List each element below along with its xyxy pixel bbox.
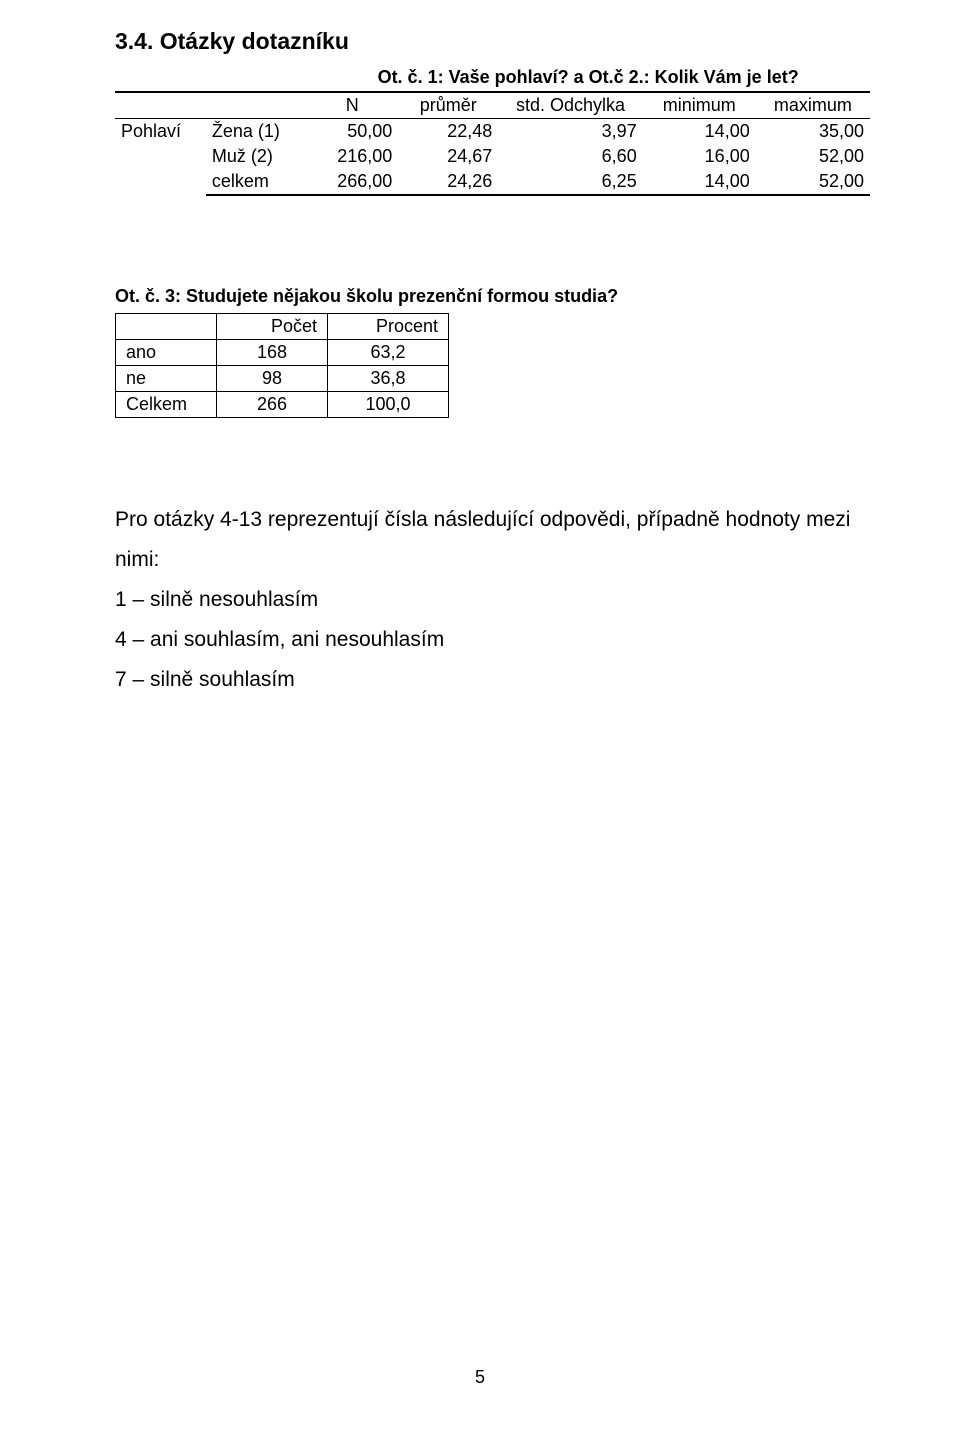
th-count: Počet [217, 314, 328, 340]
cell: 24,67 [398, 144, 498, 169]
cell: 35,00 [756, 119, 870, 145]
para-line: Pro otázky 4-13 reprezentují čísla násle… [115, 500, 870, 580]
cell: 266 [217, 392, 328, 418]
th-max: maximum [756, 92, 870, 119]
row-label: celkem [206, 169, 306, 195]
row-label: ne [116, 366, 217, 392]
page-number: 5 [0, 1367, 960, 1388]
row-label: Muž (2) [206, 144, 306, 169]
para-line: 4 – ani souhlasím, ani nesouhlasím [115, 620, 870, 660]
cell: 98 [217, 366, 328, 392]
group-label: Pohlaví [115, 119, 206, 196]
table1-title: Ot. č. 1: Vaše pohlaví? a Ot.č 2.: Kolik… [306, 65, 870, 92]
th-n: N [306, 92, 398, 119]
cell: 168 [217, 340, 328, 366]
table-row: Pohlaví Žena (1) 50,00 22,48 3,97 14,00 … [115, 119, 870, 145]
explanation-paragraph: Pro otázky 4-13 reprezentují čísla násle… [115, 500, 870, 699]
table-q3: Počet Procent ano 168 63,2 ne 98 36,8 Ce… [115, 313, 449, 418]
cell: 3,97 [498, 119, 642, 145]
cell: 16,00 [643, 144, 756, 169]
cell: 14,00 [643, 169, 756, 195]
cell: 50,00 [306, 119, 398, 145]
cell: 36,8 [328, 366, 449, 392]
th-sd: std. Odchylka [498, 92, 642, 119]
cell: 14,00 [643, 119, 756, 145]
cell: 216,00 [306, 144, 398, 169]
th-min: minimum [643, 92, 756, 119]
para-line: 1 – silně nesouhlasím [115, 580, 870, 620]
cell: 24,26 [398, 169, 498, 195]
table-row: Celkem 266 100,0 [116, 392, 449, 418]
table-row: ano 168 63,2 [116, 340, 449, 366]
table-row: Muž (2) 216,00 24,67 6,60 16,00 52,00 [115, 144, 870, 169]
table-stats: Ot. č. 1: Vaše pohlaví? a Ot.č 2.: Kolik… [115, 65, 870, 196]
cell: 52,00 [756, 144, 870, 169]
para-line: 7 – silně souhlasím [115, 660, 870, 700]
th-mean: průměr [398, 92, 498, 119]
cell: 52,00 [756, 169, 870, 195]
row-label: Celkem [116, 392, 217, 418]
cell: 6,25 [498, 169, 642, 195]
cell: 63,2 [328, 340, 449, 366]
cell: 22,48 [398, 119, 498, 145]
cell: 266,00 [306, 169, 398, 195]
section-title: 3.4. Otázky dotazníku [115, 28, 870, 55]
cell: 6,60 [498, 144, 642, 169]
cell: 100,0 [328, 392, 449, 418]
table-row: ne 98 36,8 [116, 366, 449, 392]
row-label: ano [116, 340, 217, 366]
th-pct: Procent [328, 314, 449, 340]
row-label: Žena (1) [206, 119, 306, 145]
q3-title: Ot. č. 3: Studujete nějakou školu prezen… [115, 286, 870, 307]
table-row: celkem 266,00 24,26 6,25 14,00 52,00 [115, 169, 870, 195]
